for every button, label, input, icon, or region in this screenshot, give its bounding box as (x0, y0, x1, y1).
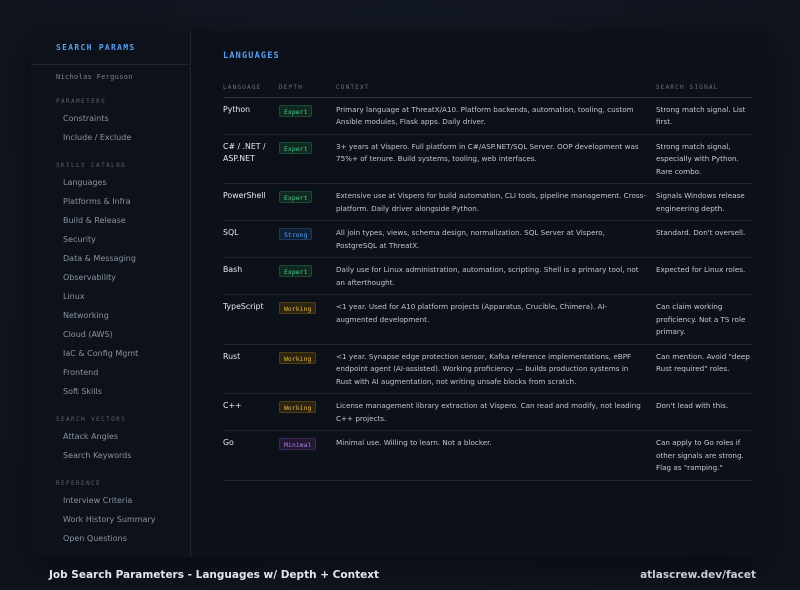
sidebar-item-constraints[interactable]: Constraints (63, 114, 109, 123)
sidebar: SEARCH PARAMS Nicholas Ferguson PARAMETE… (31, 31, 191, 557)
context-cell: Minimal use. Willing to learn. Not a blo… (336, 430, 656, 481)
context-cell: License management library extraction at… (336, 393, 656, 431)
depth-badge: Strong (279, 228, 313, 240)
sidebar-section-label: SEARCH VECTORS (56, 416, 127, 423)
column-header-search-signal: SEARCH SIGNAL (656, 79, 753, 98)
sidebar-item-work-history-summary[interactable]: Work History Summary (63, 515, 156, 524)
depth-cell: Expert (279, 183, 336, 221)
sidebar-section-label: SKILLS CATALOG (56, 162, 127, 169)
sidebar-item-observability[interactable]: Observability (63, 273, 117, 282)
table-row: PowerShell Expert Extensive use at Vispero… (223, 183, 753, 221)
language-cell: PowerShell (223, 183, 279, 221)
app-window: SEARCH PARAMS Nicholas Ferguson PARAMETE… (31, 31, 769, 557)
sidebar-item-soft-skills[interactable]: Soft Skills (63, 387, 102, 396)
context-cell: <1 year. Used for A10 platform projects … (336, 294, 656, 345)
caption: Job Search Parameters - Languages w/ Dep… (49, 569, 380, 581)
table-row: Rust Working <1 year. Synapse edge protect… (223, 344, 753, 394)
language-cell: Go (223, 430, 279, 481)
sidebar-item-open-questions[interactable]: Open Questions (63, 534, 127, 543)
sidebar-item-data-messaging[interactable]: Data & Messaging (63, 254, 136, 263)
column-header-context: CONTEXT (336, 79, 656, 98)
context-cell: Daily use for Linux administration, auto… (336, 257, 656, 295)
credit-link: atlascrew.dev/facet (640, 569, 756, 581)
main-content: LANGUAGES LANGUAGE DEPTH CONTEXT SEARCH … (191, 31, 769, 557)
depth-badge: Expert (279, 141, 313, 154)
languages-table: LANGUAGE DEPTH CONTEXT SEARCH SIGNAL Pyt… (223, 79, 753, 481)
depth-cell: Expert (279, 257, 336, 295)
search-signal-cell: Can claim working proficiency. Not a TS … (656, 294, 753, 345)
depth-badge: Expert (279, 191, 313, 203)
column-header-language: LANGUAGE (223, 79, 279, 98)
depth-cell: Minimal (279, 430, 336, 481)
context-cell: 3+ years at Vispero. Full platform in C#… (336, 134, 656, 184)
sidebar-gap (31, 147, 190, 155)
sidebar-item-cloud-aws[interactable]: Cloud (AWS) (63, 330, 113, 339)
sidebar-item-frontend[interactable]: Frontend (63, 368, 99, 377)
sidebar-gap (31, 401, 190, 409)
search-signal-cell: Strong match signal. List first. (656, 97, 753, 135)
table-row: C++ Working License management library ext… (223, 393, 753, 431)
context-cell: Extensive use at Vispero for build autom… (336, 183, 656, 221)
language-cell: C++ (223, 393, 279, 431)
sidebar-item-platforms-infra[interactable]: Platforms & Infra (63, 197, 131, 206)
sidebar-gap (31, 465, 190, 473)
depth-cell: Expert (279, 134, 336, 184)
sidebar-item-include-exclude[interactable]: Include / Exclude (63, 133, 132, 142)
sidebar-section-label: PARAMETERS (56, 98, 107, 105)
user-name: Nicholas Ferguson (56, 73, 133, 81)
sidebar-sections: PARAMETERS Constraints Include / Exclude SK… (31, 95, 190, 548)
depth-badge: Working (279, 351, 317, 364)
sidebar-title: SEARCH PARAMS (31, 31, 190, 65)
table-row: SQL Strong All join types, views, schema d… (223, 220, 753, 258)
column-header-depth: DEPTH (279, 79, 336, 98)
context-cell: Primary language at ThreatX/A10. Platfor… (336, 97, 656, 135)
language-cell: TypeScript (223, 294, 279, 345)
search-signal-cell: Can apply to Go roles if other signals a… (656, 430, 753, 481)
context-cell: <1 year. Synapse edge protection sensor,… (336, 344, 656, 394)
language-cell: Bash (223, 257, 279, 295)
sidebar-item-linux[interactable]: Linux (63, 292, 85, 301)
depth-badge: Working (279, 401, 317, 413)
depth-cell: Working (279, 294, 336, 345)
depth-cell: Strong (279, 220, 336, 258)
table-row: Bash Expert Daily use for Linux administra… (223, 257, 753, 295)
depth-badge: Expert (279, 104, 313, 117)
language-cell: Rust (223, 344, 279, 394)
table-row: C# / .NET / ASP.NET Expert 3+ years at Vis… (223, 134, 753, 184)
sidebar-item-security[interactable]: Security (63, 235, 96, 244)
sidebar-section-label: REFERENCE (56, 480, 102, 487)
context-cell: All join types, views, schema design, no… (336, 220, 656, 258)
language-cell: C# / .NET / ASP.NET (223, 134, 279, 184)
table-row: TypeScript Working <1 year. Used for A10 p… (223, 294, 753, 345)
sidebar-item-languages[interactable]: Languages (63, 178, 107, 187)
sidebar-item-build-release[interactable]: Build & Release (63, 216, 126, 225)
depth-cell: Working (279, 344, 336, 394)
depth-badge: Expert (279, 265, 313, 277)
language-cell: Python (223, 97, 279, 135)
sidebar-item-attack-angles[interactable]: Attack Angles (63, 432, 119, 441)
search-signal-cell: Strong match signal, especially with Pyt… (656, 134, 753, 184)
sidebar-item-networking[interactable]: Networking (63, 311, 109, 320)
search-signal-cell: Expected for Linux roles. (656, 257, 753, 295)
sidebar-item-iac-config-mgmt[interactable]: IaC & Config Mgmt (63, 349, 139, 358)
page-title: LANGUAGES (223, 51, 280, 61)
search-signal-cell: Standard. Don't oversell. (656, 220, 753, 258)
depth-cell: Working (279, 393, 336, 431)
depth-badge: Working (279, 302, 317, 314)
table-body: Python Expert Primary language at ThreatX/… (223, 97, 753, 481)
depth-badge: Minimal (279, 438, 317, 450)
table-row: Python Expert Primary language at ThreatX/… (223, 97, 753, 135)
language-cell: SQL (223, 220, 279, 258)
search-signal-cell: Signals Windows release engineering dept… (656, 183, 753, 221)
search-signal-cell: Can mention. Avoid "deep Rust required" … (656, 344, 753, 394)
search-signal-cell: Don't lead with this. (656, 393, 753, 431)
table-row: Go Minimal Minimal use. Willing to learn. … (223, 430, 753, 481)
sidebar-item-interview-criteria[interactable]: Interview Criteria (63, 496, 133, 505)
depth-cell: Expert (279, 97, 336, 135)
table-header-row: LANGUAGE DEPTH CONTEXT SEARCH SIGNAL (223, 79, 753, 98)
sidebar-item-search-keywords[interactable]: Search Keywords (63, 451, 132, 460)
